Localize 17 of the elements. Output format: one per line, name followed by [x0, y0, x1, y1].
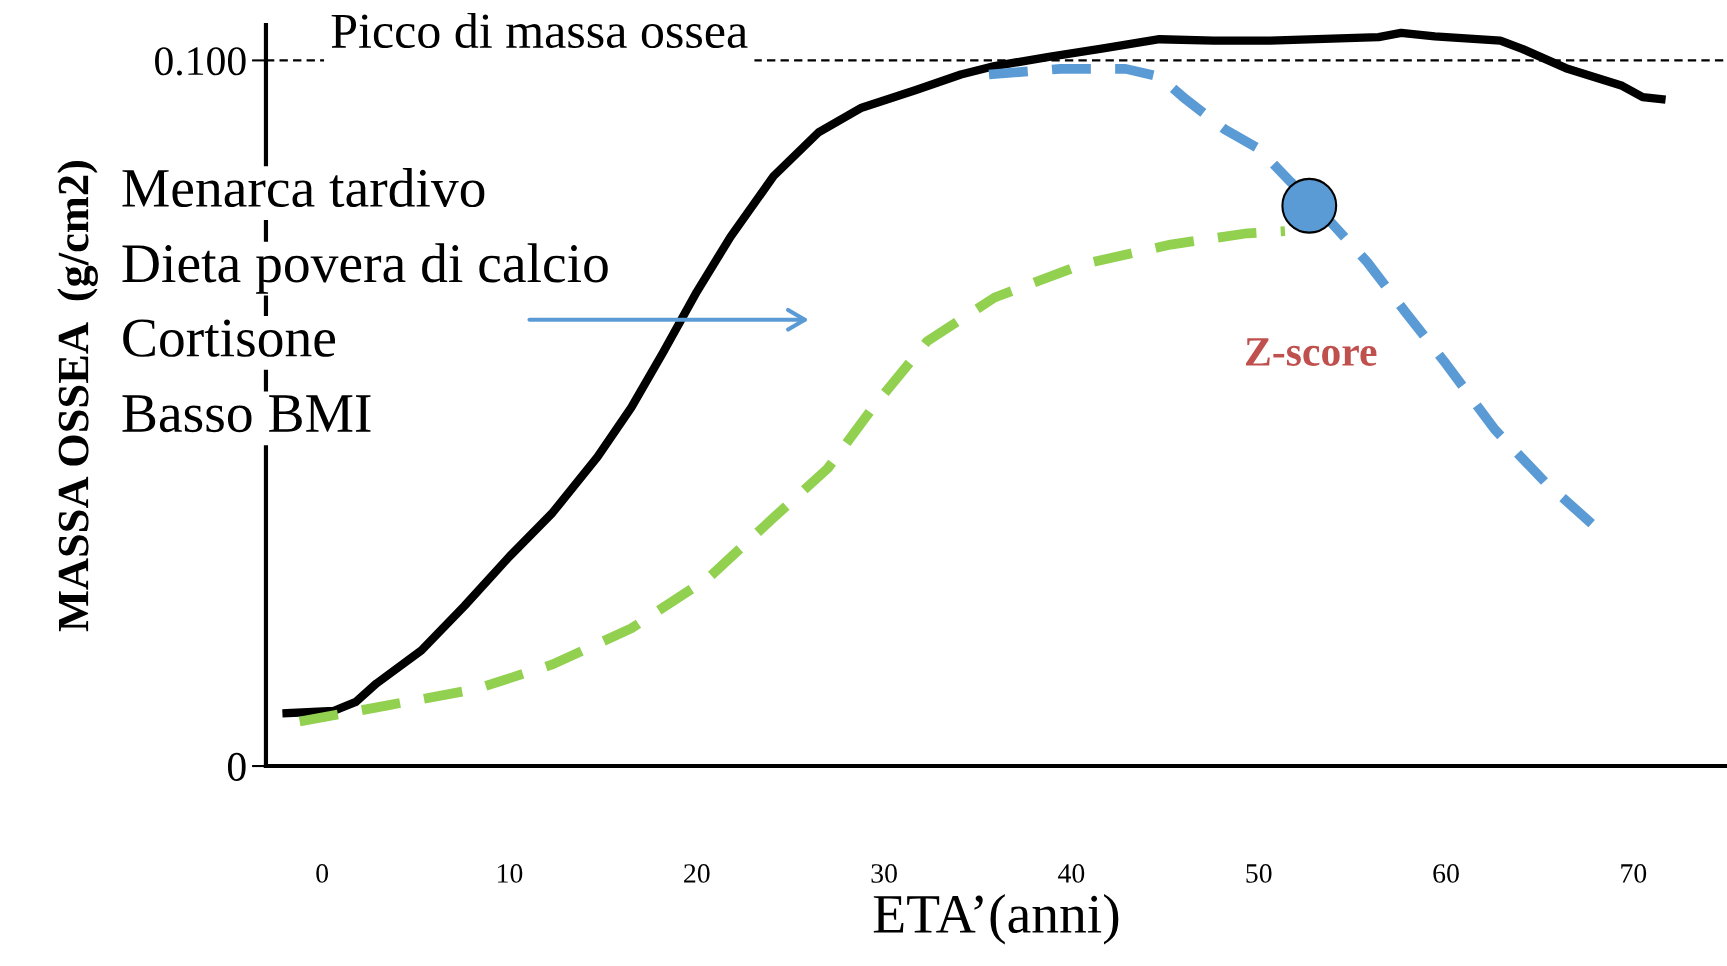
- x-tick-label: 30: [871, 864, 897, 883]
- ref-line-label: Picco di massa ossea: [331, 12, 748, 49]
- x-tick-label: 20: [684, 864, 710, 883]
- annotation: Menarca tardivo: [122, 168, 485, 208]
- x-tick-label: 50: [1246, 864, 1272, 883]
- annotation: Dieta povera di calcio: [122, 243, 608, 294]
- annotation: Basso BMI: [122, 395, 371, 433]
- x-tick-label: 10: [498, 864, 523, 883]
- annotation: Cortisone: [123, 319, 335, 357]
- annotation: Z-score: [1246, 338, 1377, 366]
- x-tick-label: 60: [1433, 864, 1459, 883]
- x-tick-label: 70: [1621, 864, 1647, 883]
- x-axis-title: ETA’(anni): [873, 894, 1119, 945]
- y-axis-title: MASSA OSSEA (g/cm2): [57, 161, 98, 632]
- y-tick-label: 0.100: [155, 47, 246, 76]
- x-tick-label: 0: [316, 864, 329, 883]
- x-tick-label: 40: [1058, 864, 1085, 883]
